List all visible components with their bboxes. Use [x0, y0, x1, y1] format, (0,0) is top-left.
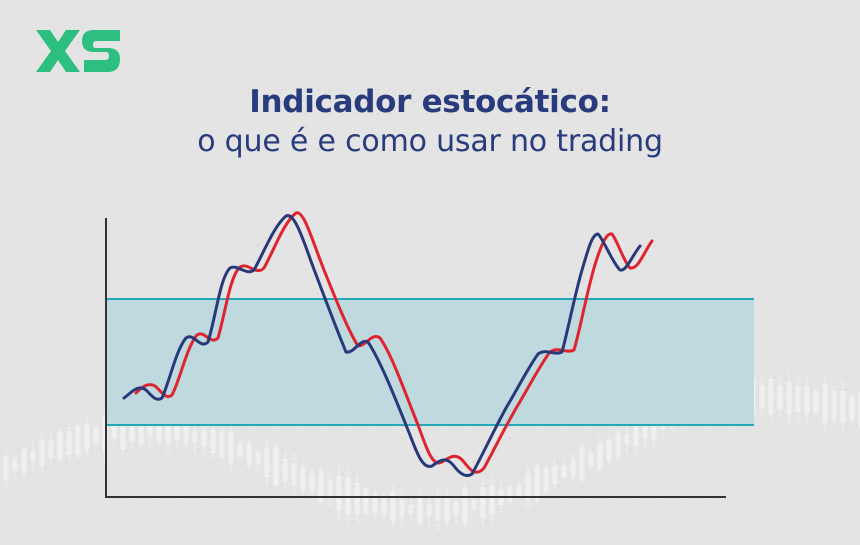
background-candle-body: [795, 386, 801, 412]
background-candle-body: [354, 483, 360, 515]
background-candle-body: [174, 425, 180, 440]
background-candle-body: [93, 428, 99, 443]
background-candle-body: [75, 425, 81, 455]
background-candle-body: [435, 498, 441, 521]
background-candle-body: [768, 379, 774, 415]
background-candle-body: [597, 442, 603, 470]
background-candle-body: [408, 504, 414, 515]
background-candle-body: [201, 430, 207, 447]
background-candle-body: [489, 485, 495, 515]
background-candle-body: [507, 486, 513, 501]
background-candle-body: [840, 390, 846, 423]
stochastic-k-line: [122, 214, 642, 478]
background-candle-body: [228, 431, 234, 464]
xs-logo: [36, 30, 120, 72]
background-candle-body: [777, 385, 783, 410]
background-candle-body: [309, 473, 315, 491]
background-candle-body: [363, 488, 369, 515]
background-candle-body: [318, 470, 324, 502]
background-candle-body: [291, 463, 297, 486]
background-candle-body: [534, 466, 540, 501]
background-candle-body: [336, 475, 342, 511]
background-candle-body: [84, 424, 90, 451]
background-candle-body: [570, 459, 576, 476]
overbought-oversold-band: [106, 299, 754, 425]
background-candle-body: [30, 450, 36, 463]
background-candle-body: [804, 386, 810, 415]
background-candle-body: [426, 504, 432, 516]
background-candle-body: [543, 467, 549, 492]
background-candle-body: [813, 390, 819, 413]
background-candle-body: [39, 439, 45, 467]
background-candle-body: [48, 440, 54, 459]
background-candle-body: [345, 477, 351, 515]
background-candle-body: [300, 466, 306, 490]
title-subtitle: o que é e como usar no trading: [197, 124, 663, 159]
background-candle-body: [192, 430, 198, 443]
background-candle-body: [3, 456, 9, 481]
background-candle-body: [264, 447, 270, 477]
background-candle-body: [822, 384, 828, 423]
background-candle-body: [237, 444, 243, 458]
background-candle-body: [273, 447, 279, 485]
background-candle-body: [471, 499, 477, 510]
background-candle-body: [381, 497, 387, 514]
background-candle-body: [462, 488, 468, 525]
page-title: Indicador estocático: o que é e como usa…: [0, 82, 860, 162]
background-candle-body: [561, 466, 567, 478]
background-candle-body: [579, 447, 585, 480]
background-candle-body: [588, 452, 594, 467]
background-candle-body: [624, 434, 630, 444]
background-candle-body: [210, 429, 216, 453]
background-candle-body: [831, 390, 837, 420]
background-candle-body: [255, 453, 261, 464]
background-candle-body: [552, 466, 558, 485]
background-candle-body: [399, 500, 405, 518]
background-candle-body: [12, 458, 18, 471]
background-candle-body: [606, 439, 612, 461]
background-candle-body: [57, 431, 63, 461]
background-candle-body: [372, 494, 378, 514]
background-candle-body: [219, 430, 225, 458]
background-candle-body: [66, 430, 72, 455]
background-candle-body: [615, 433, 621, 457]
background-candle-body: [282, 459, 288, 482]
title-bold: Indicador estocático:: [249, 84, 611, 120]
background-candle-body: [525, 474, 531, 500]
background-candle-body: [246, 443, 252, 466]
background-candle-body: [453, 501, 459, 515]
background-candle-body: [786, 381, 792, 415]
background-candle-body: [516, 484, 522, 497]
background-candle-body: [21, 449, 27, 472]
background-candle-body: [111, 425, 117, 439]
background-candle-body: [849, 396, 855, 421]
background-candle-body: [759, 385, 765, 409]
background-candle-body: [390, 492, 396, 523]
background-candle-body: [480, 487, 486, 518]
